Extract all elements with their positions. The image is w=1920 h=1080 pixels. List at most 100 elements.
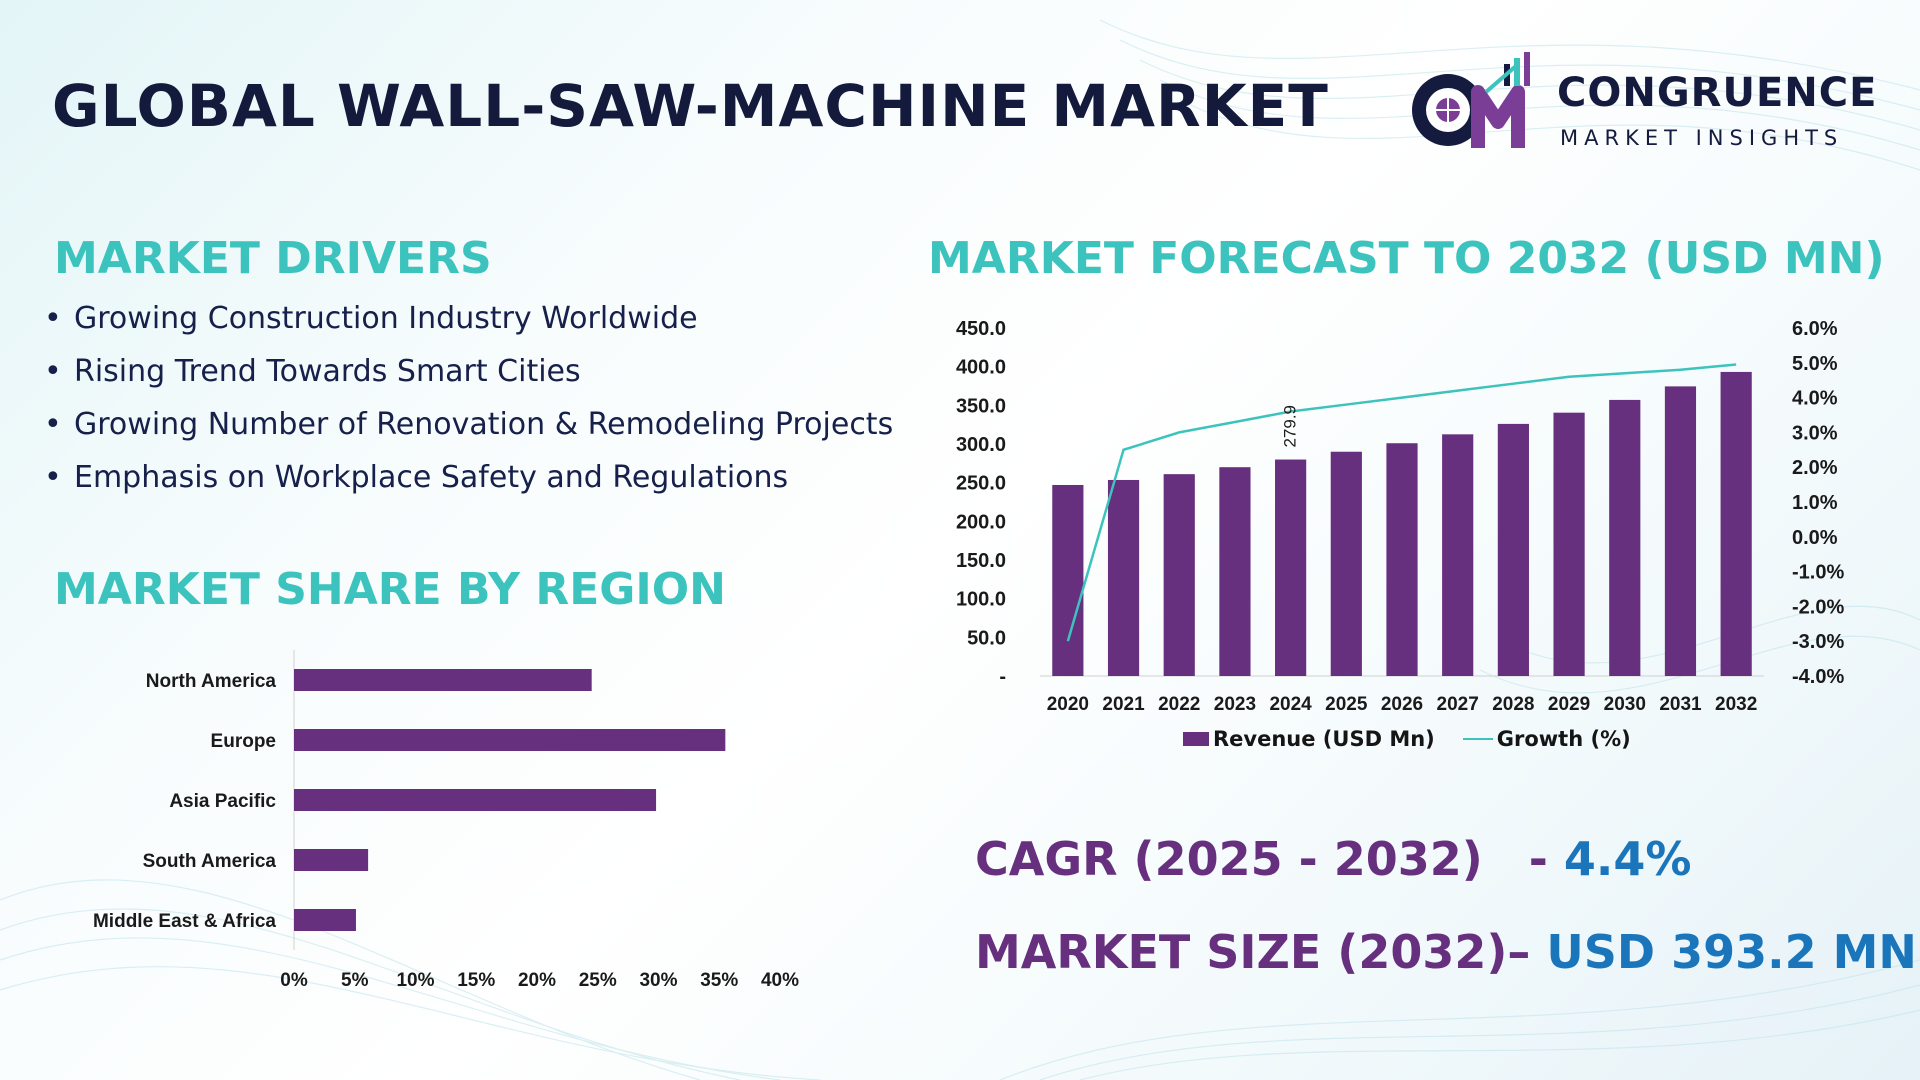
x-tick-label: 2030 bbox=[1604, 694, 1646, 715]
list-item: • Growing Construction Industry Worldwide bbox=[44, 292, 912, 345]
x-tick-label: 2021 bbox=[1102, 694, 1145, 715]
tick-label: 25% bbox=[579, 970, 617, 991]
bar bbox=[1219, 467, 1251, 676]
right-tick-label: -4.0% bbox=[1792, 666, 1844, 688]
left-tick-label: 400.0 bbox=[956, 357, 1006, 379]
bar bbox=[294, 669, 592, 691]
right-tick-label: 5.0% bbox=[1792, 353, 1838, 375]
legend-growth: Growth (%) bbox=[1496, 727, 1631, 751]
region-heading: MARKET SHARE BY REGION bbox=[54, 564, 726, 615]
x-tick-label: 2022 bbox=[1158, 694, 1200, 715]
driver-text: Emphasis on Workplace Safety and Regulat… bbox=[74, 460, 789, 495]
left-tick-label: 350.0 bbox=[956, 395, 1006, 417]
category-label: North America bbox=[146, 671, 277, 692]
right-tick-label: 3.0% bbox=[1792, 422, 1838, 444]
right-tick-label: 6.0% bbox=[1792, 318, 1838, 340]
x-tick-label: 2028 bbox=[1492, 694, 1534, 715]
drivers-heading: MARKET DRIVERS bbox=[54, 233, 492, 284]
bar bbox=[1720, 371, 1752, 676]
market-size-value: USD 393.2 MN bbox=[1546, 925, 1917, 979]
bar bbox=[1107, 479, 1140, 676]
cagr-stat: CAGR (2025 - 2032) - 4.4% bbox=[975, 832, 1691, 886]
bar bbox=[1664, 386, 1697, 676]
tick-label: 5% bbox=[341, 970, 369, 991]
category-label: Middle East & Africa bbox=[93, 911, 276, 932]
legend-bar-swatch bbox=[1183, 732, 1209, 746]
drivers-list: • Growing Construction Industry Worldwide… bbox=[44, 292, 912, 504]
x-tick-label: 2020 bbox=[1047, 694, 1089, 715]
list-item: • Growing Number of Renovation & Remodeli… bbox=[44, 398, 912, 451]
x-tick-label: 2025 bbox=[1325, 694, 1368, 715]
forecast-legend: Revenue (USD Mn) Growth (%) bbox=[1183, 726, 1631, 751]
left-tick-label: 50.0 bbox=[967, 627, 1006, 649]
bullet-icon: • bbox=[44, 301, 62, 336]
driver-text: Growing Construction Industry Worldwide bbox=[74, 301, 698, 336]
tick-label: 0% bbox=[280, 970, 308, 991]
list-item: • Rising Trend Towards Smart Cities bbox=[44, 345, 912, 398]
market-size-separator: – bbox=[1507, 925, 1531, 979]
right-tick-label: 2.0% bbox=[1792, 457, 1838, 479]
left-tick-label: 100.0 bbox=[956, 589, 1006, 611]
x-tick-label: 2027 bbox=[1437, 694, 1479, 715]
right-tick-label: 1.0% bbox=[1792, 492, 1838, 514]
cagr-value: 4.4% bbox=[1563, 832, 1692, 886]
market-size-label: MARKET SIZE (2032) bbox=[975, 925, 1508, 979]
left-tick-label: 300.0 bbox=[956, 434, 1006, 456]
driver-text: Growing Number of Renovation & Remodelin… bbox=[74, 407, 894, 442]
category-label: Europe bbox=[211, 731, 276, 752]
bar bbox=[1052, 484, 1084, 676]
category-label: South America bbox=[143, 851, 277, 872]
x-tick-label: 2023 bbox=[1214, 694, 1256, 715]
bar bbox=[1275, 459, 1307, 676]
company-logo: CONGRUENCE MARKET INSIGHTS bbox=[1400, 52, 1880, 162]
bullet-icon: • bbox=[44, 460, 62, 495]
page-title: GLOBAL WALL-SAW-MACHINE MARKET bbox=[52, 72, 1329, 140]
legend-revenue: Revenue (USD Mn) bbox=[1213, 727, 1435, 751]
category-label: Asia Pacific bbox=[169, 791, 276, 812]
x-tick-label: 2029 bbox=[1548, 694, 1590, 715]
left-tick-label: 150.0 bbox=[956, 550, 1006, 572]
right-tick-label: -3.0% bbox=[1792, 631, 1844, 653]
bar bbox=[1330, 451, 1362, 676]
x-tick-label: 2026 bbox=[1381, 694, 1423, 715]
bullet-icon: • bbox=[44, 407, 62, 442]
bar bbox=[294, 849, 369, 871]
bar bbox=[1553, 412, 1585, 676]
tick-label: 35% bbox=[700, 970, 738, 991]
tick-label: 40% bbox=[761, 970, 799, 991]
x-tick-label: 2031 bbox=[1659, 694, 1702, 715]
right-tick-label: -1.0% bbox=[1792, 562, 1844, 584]
bar bbox=[294, 729, 726, 751]
tick-label: 15% bbox=[457, 970, 495, 991]
bar bbox=[1386, 443, 1418, 676]
x-tick-label: 2024 bbox=[1269, 694, 1312, 715]
driver-text: Rising Trend Towards Smart Cities bbox=[74, 354, 581, 389]
list-item: • Emphasis on Workplace Safety and Regula… bbox=[44, 451, 912, 504]
legend-line-swatch bbox=[1462, 738, 1493, 740]
right-tick-label: 0.0% bbox=[1792, 527, 1838, 549]
cagr-separator: - bbox=[1528, 832, 1548, 886]
left-tick-label: - bbox=[999, 666, 1006, 688]
left-tick-label: 250.0 bbox=[956, 473, 1006, 495]
forecast-heading: MARKET FORECAST TO 2032 (USD MN) bbox=[928, 233, 1885, 284]
bar bbox=[1497, 423, 1529, 676]
cagr-label: CAGR (2025 - 2032) bbox=[975, 832, 1483, 886]
left-tick-label: 450.0 bbox=[956, 318, 1006, 340]
logo-name: CONGRUENCE bbox=[1557, 70, 1878, 116]
right-tick-label: -2.0% bbox=[1792, 596, 1844, 618]
market-size-stat: MARKET SIZE (2032)– USD 393.2 MN bbox=[975, 925, 1917, 979]
bullet-icon: • bbox=[44, 354, 62, 389]
tick-label: 20% bbox=[518, 970, 556, 991]
left-tick-label: 200.0 bbox=[956, 511, 1006, 533]
x-tick-label: 2032 bbox=[1715, 694, 1757, 715]
tick-label: 30% bbox=[639, 970, 677, 991]
bar bbox=[1163, 474, 1195, 676]
tick-label: 10% bbox=[396, 970, 434, 991]
data-label: 279.9 bbox=[1281, 405, 1300, 448]
bar bbox=[1442, 434, 1474, 676]
right-tick-label: 4.0% bbox=[1792, 388, 1838, 410]
growth-line bbox=[1066, 363, 1737, 642]
logo-mark-icon bbox=[1412, 52, 1530, 148]
